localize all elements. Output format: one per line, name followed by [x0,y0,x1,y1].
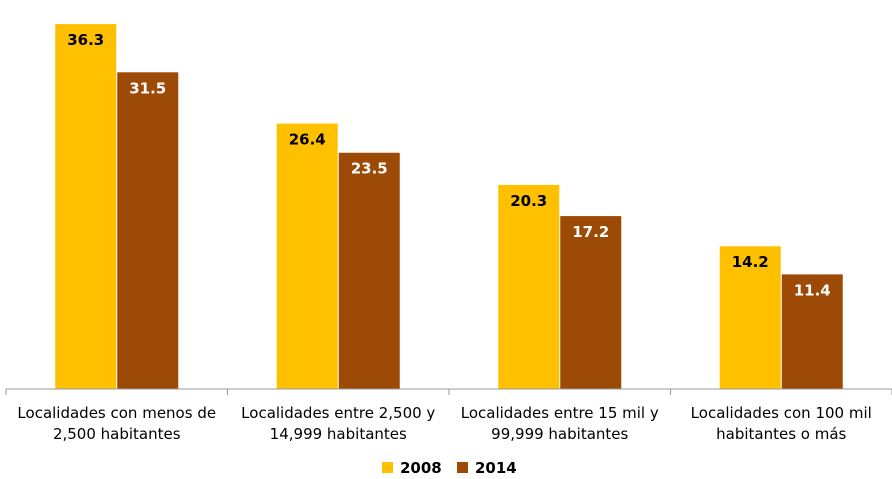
bar-2008-1 [55,24,117,390]
data-label-2008-3: 20.3 [510,192,547,210]
data-label-2014-3: 17.2 [572,223,609,241]
legend-label-2008: 2008 [400,459,442,477]
x-axis-ticks [5,389,892,395]
data-label-2014-2: 23.5 [351,160,388,178]
category-label-1: Localidades con menos de 2,500 habitantes [17,404,216,443]
category-label-4: Localidades con 100 mil habitantes o más [691,404,872,443]
category-labels: Localidades con menos de 2,500 habitantes… [17,404,871,443]
data-label-2008-2: 26.4 [289,131,326,149]
bar-2014-2 [338,152,400,389]
data-label-2014-1: 31.5 [129,79,166,97]
bar-2014-3 [560,216,622,389]
bar-2008-2 [276,123,338,389]
bars-group: 36.3 31.5 26.4 23.5 20.3 17.2 14.2 11.4 [55,24,843,390]
legend-swatch-2014 [457,462,468,473]
legend-label-2014: 2014 [475,459,517,477]
legend-swatch-2008 [382,462,393,473]
data-label-2008-1: 36.3 [67,31,104,49]
data-label-2014-4: 11.4 [794,281,831,299]
legend: 2008 2014 [382,459,517,477]
bar-2008-4 [719,246,781,389]
bar-2014-1 [117,72,179,389]
data-label-2008-4: 14.2 [732,253,769,271]
category-label-3: Localidades entre 15 mil y 99,999 habitan… [461,404,659,443]
bar-2008-3 [498,184,560,389]
category-label-2: Localidades entre 2,500 y 14,999 habitant… [241,404,435,443]
bar-2014-4 [781,274,843,389]
